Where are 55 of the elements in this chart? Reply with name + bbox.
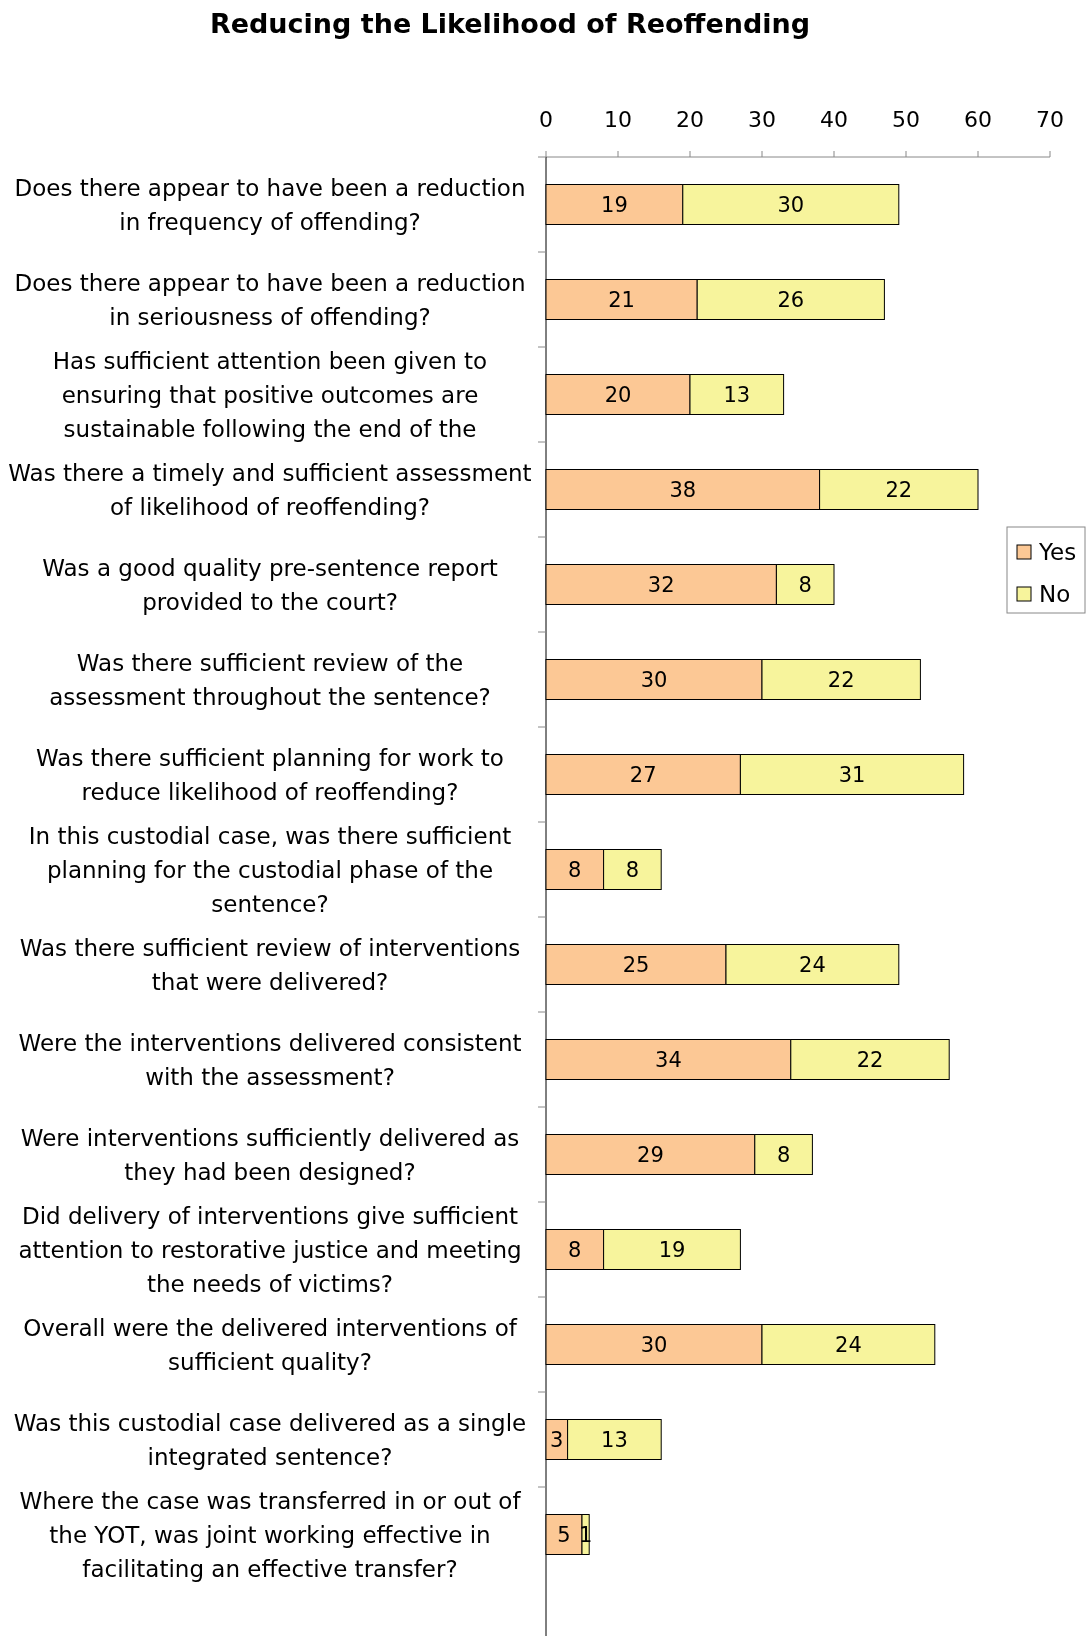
y-tick-label: In this custodial case, was there sufficient planning for the custodial phase of the sentence? <box>28 822 512 917</box>
data-label: 31 <box>838 762 866 787</box>
data-label: 8 <box>568 857 582 882</box>
x-tick-label: 40 <box>820 107 848 132</box>
data-label: 20 <box>604 382 632 407</box>
data-label: 22 <box>885 477 913 502</box>
y-tick-label: Was there a timely and sufficient assessment of likelihood of reoffending? <box>8 459 532 520</box>
data-label: 34 <box>655 1047 682 1072</box>
x-tick-label: 70 <box>1036 107 1064 132</box>
data-label: 27 <box>629 762 657 787</box>
x-tick-label: 60 <box>964 107 992 132</box>
y-tick-label: Did delivery of interventions give sufficient attention to restorative justice and meeting the needs of victims? <box>18 1202 522 1297</box>
y-tick-label: Were interventions sufficiently delivered as they had been designed? <box>20 1124 520 1185</box>
x-tick-label: 30 <box>748 107 776 132</box>
y-tick-label: Was there sufficient planning for work to reduce likelihood of reoffending? <box>36 744 504 805</box>
data-label: 13 <box>723 382 751 407</box>
data-label: 13 <box>601 1427 628 1452</box>
data-label: 30 <box>640 667 668 692</box>
y-tick-label: Was this custodial case delivered as a single integrated sentence? <box>13 1409 527 1470</box>
y-tick-label: Where the case was transferred in or out of the YOT, was joint working effective in facilitating an effective transfer? <box>19 1487 522 1582</box>
data-label: 22 <box>827 667 855 692</box>
x-tick-label: 10 <box>604 107 632 132</box>
y-tick-label: Was there sufficient review of interventions that were delivered? <box>19 934 521 995</box>
y-tick-label: Were the interventions delivered consistent with the assessment? <box>18 1029 522 1090</box>
x-tick-label: 20 <box>676 107 704 132</box>
data-label: 5 <box>557 1522 571 1547</box>
data-label: 25 <box>622 952 650 977</box>
data-label: 29 <box>637 1142 664 1167</box>
data-label: 8 <box>568 1237 582 1262</box>
x-tick-label: 50 <box>892 107 920 132</box>
y-tick-label: Does there appear to have been a reduction in seriousness of offending? <box>14 269 526 330</box>
x-tick-label: 0 <box>539 107 553 132</box>
y-tick-label: Overall were the delivered interventions of sufficient quality? <box>23 1314 518 1375</box>
data-label: 21 <box>608 287 635 312</box>
data-label: 22 <box>856 1047 884 1072</box>
chart-title: Reducing the Likelihood of Reoffending <box>209 8 811 39</box>
data-label: 32 <box>647 572 675 597</box>
data-label: 3 <box>550 1427 564 1452</box>
y-tick-label: Was a good quality pre-sentence report provided to the court? <box>42 554 498 615</box>
data-label: 26 <box>777 287 805 312</box>
data-label: 24 <box>835 1332 862 1357</box>
y-tick-label: Does there appear to have been a reduction in frequency of offending? <box>14 174 526 235</box>
data-label: 38 <box>669 477 697 502</box>
data-label: 30 <box>640 1332 668 1357</box>
legend-label: No <box>1039 581 1071 608</box>
y-tick-label: Has sufficient attention been given to ensuring that positive outcomes are sustainable following the end of the <box>52 347 488 442</box>
data-label: 30 <box>777 192 805 217</box>
y-tick-label: Was there sufficient review of the assessment throughout the sentence? <box>49 649 491 710</box>
data-label: 24 <box>799 952 826 977</box>
data-label: 8 <box>776 1142 791 1167</box>
data-label: 8 <box>798 572 812 597</box>
data-label: 19 <box>658 1237 686 1262</box>
data-label: 19 <box>601 192 628 217</box>
legend-label: Yes <box>1038 539 1077 566</box>
data-label: 8 <box>625 857 640 882</box>
